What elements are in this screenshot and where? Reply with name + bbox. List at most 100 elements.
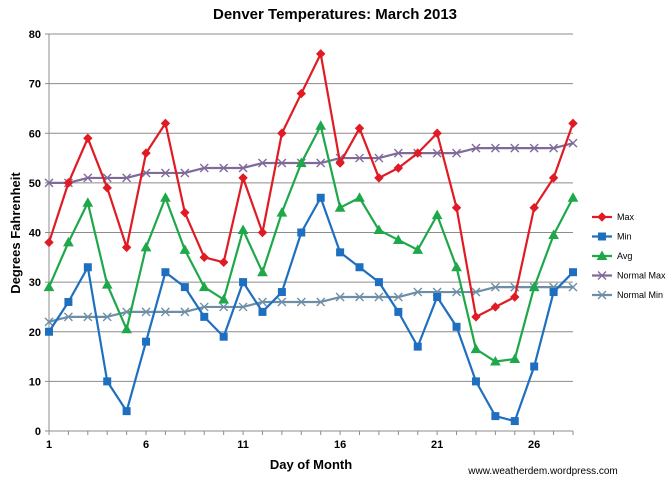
normal-min-point — [238, 302, 248, 312]
normal-max-point — [316, 158, 326, 168]
normal-max-point — [471, 143, 481, 153]
min-point — [219, 332, 228, 341]
max-line — [47, 52, 575, 318]
min-point — [297, 228, 306, 237]
min-point — [336, 248, 345, 257]
min-line — [48, 196, 574, 423]
normal-max-point — [529, 143, 539, 153]
max-point — [490, 302, 501, 312]
y-tick-label: 40 — [29, 228, 41, 240]
normal-max-point — [452, 148, 462, 158]
series-group — [43, 49, 579, 426]
legend-label: Min — [617, 232, 632, 242]
normal-max-point — [355, 153, 365, 163]
x-tick-label: 1 — [46, 439, 52, 451]
normal-max-point — [238, 163, 248, 173]
max-point — [335, 158, 345, 168]
y-tick-label: 50 — [29, 178, 41, 190]
legend-label: Normal Max — [617, 271, 666, 281]
avg-point — [257, 266, 268, 277]
avg-point — [392, 234, 404, 244]
max-point — [141, 148, 151, 158]
avg-point — [490, 356, 501, 366]
normal-max-point — [393, 148, 403, 158]
legend-marker — [598, 232, 606, 241]
max-point — [432, 128, 442, 138]
max-point — [393, 163, 404, 173]
min-point — [413, 342, 422, 351]
legend-item-normal-min: Normal Min — [592, 290, 663, 300]
avg-point — [63, 236, 74, 247]
y-tick-label: 70 — [29, 79, 41, 91]
normal-max-point — [490, 143, 500, 153]
y-tick-label: 60 — [29, 128, 41, 140]
normal-max-point — [44, 178, 54, 188]
max-point — [471, 312, 481, 322]
avg-point — [101, 279, 113, 289]
normal-min-point — [180, 307, 190, 317]
max-point — [238, 173, 248, 183]
min-point — [161, 268, 170, 277]
credit-text: www.weatherdem.wordpress.com — [467, 466, 618, 477]
min-point — [277, 288, 286, 297]
normal-max-point — [510, 143, 520, 153]
max-point — [121, 242, 132, 253]
min-point — [452, 322, 461, 331]
max-point — [354, 123, 365, 133]
max-point — [315, 49, 326, 59]
avg-line — [47, 124, 574, 363]
avg-point — [354, 192, 365, 202]
avg-point — [373, 224, 385, 235]
y-tick-label: 0 — [35, 426, 41, 438]
min-point — [355, 263, 364, 272]
normal-min-point — [219, 302, 229, 312]
x-tick-label: 26 — [528, 439, 540, 451]
normal-min-point — [316, 297, 326, 307]
y-axis-title: Degrees Fahrenheit — [8, 172, 23, 294]
normal-min-point — [452, 287, 462, 297]
normal-min-point — [296, 297, 306, 307]
avg-point — [198, 281, 210, 292]
normal-min-point — [63, 312, 73, 322]
max-point — [548, 173, 559, 183]
normal-min-point — [277, 297, 287, 307]
avg-point — [509, 353, 521, 364]
y-tick-label: 20 — [29, 327, 41, 339]
normal-min-point — [413, 287, 423, 297]
normal-max-point — [374, 153, 384, 163]
normal-min-point — [374, 292, 384, 302]
normal-min-line — [48, 285, 573, 323]
normal-max-point — [219, 163, 229, 173]
min-point — [471, 377, 480, 386]
legend-label: Max — [617, 212, 635, 222]
y-tick-label: 10 — [29, 376, 41, 388]
avg-point — [412, 244, 424, 254]
max-point — [44, 237, 54, 248]
min-point — [103, 377, 112, 386]
normal-max-point — [568, 138, 578, 148]
min-point — [510, 417, 519, 426]
normal-max-point — [277, 158, 287, 168]
normal-min-point — [490, 282, 500, 292]
max-point — [510, 292, 520, 302]
min-point — [374, 278, 383, 287]
min-point — [142, 337, 151, 346]
normal-min-point — [257, 297, 267, 307]
normal-min-point — [83, 312, 93, 322]
max-point — [102, 183, 112, 193]
x-tick-label: 6 — [143, 439, 149, 451]
avg-point — [237, 224, 249, 235]
avg-point — [451, 261, 462, 272]
x-axis-ticks: 1 6 11 16 21 26 — [46, 431, 574, 451]
max-point — [160, 118, 171, 129]
legend: Max Min Avg Normal Max Normal Min — [592, 212, 666, 300]
max-point — [568, 118, 578, 129]
min-point — [316, 193, 325, 202]
min-point — [530, 362, 539, 371]
min-point — [64, 297, 73, 306]
normal-max-line — [49, 142, 574, 184]
avg-point — [218, 293, 230, 304]
avg-point — [179, 244, 191, 254]
min-point — [200, 312, 209, 321]
avg-point — [140, 241, 152, 252]
